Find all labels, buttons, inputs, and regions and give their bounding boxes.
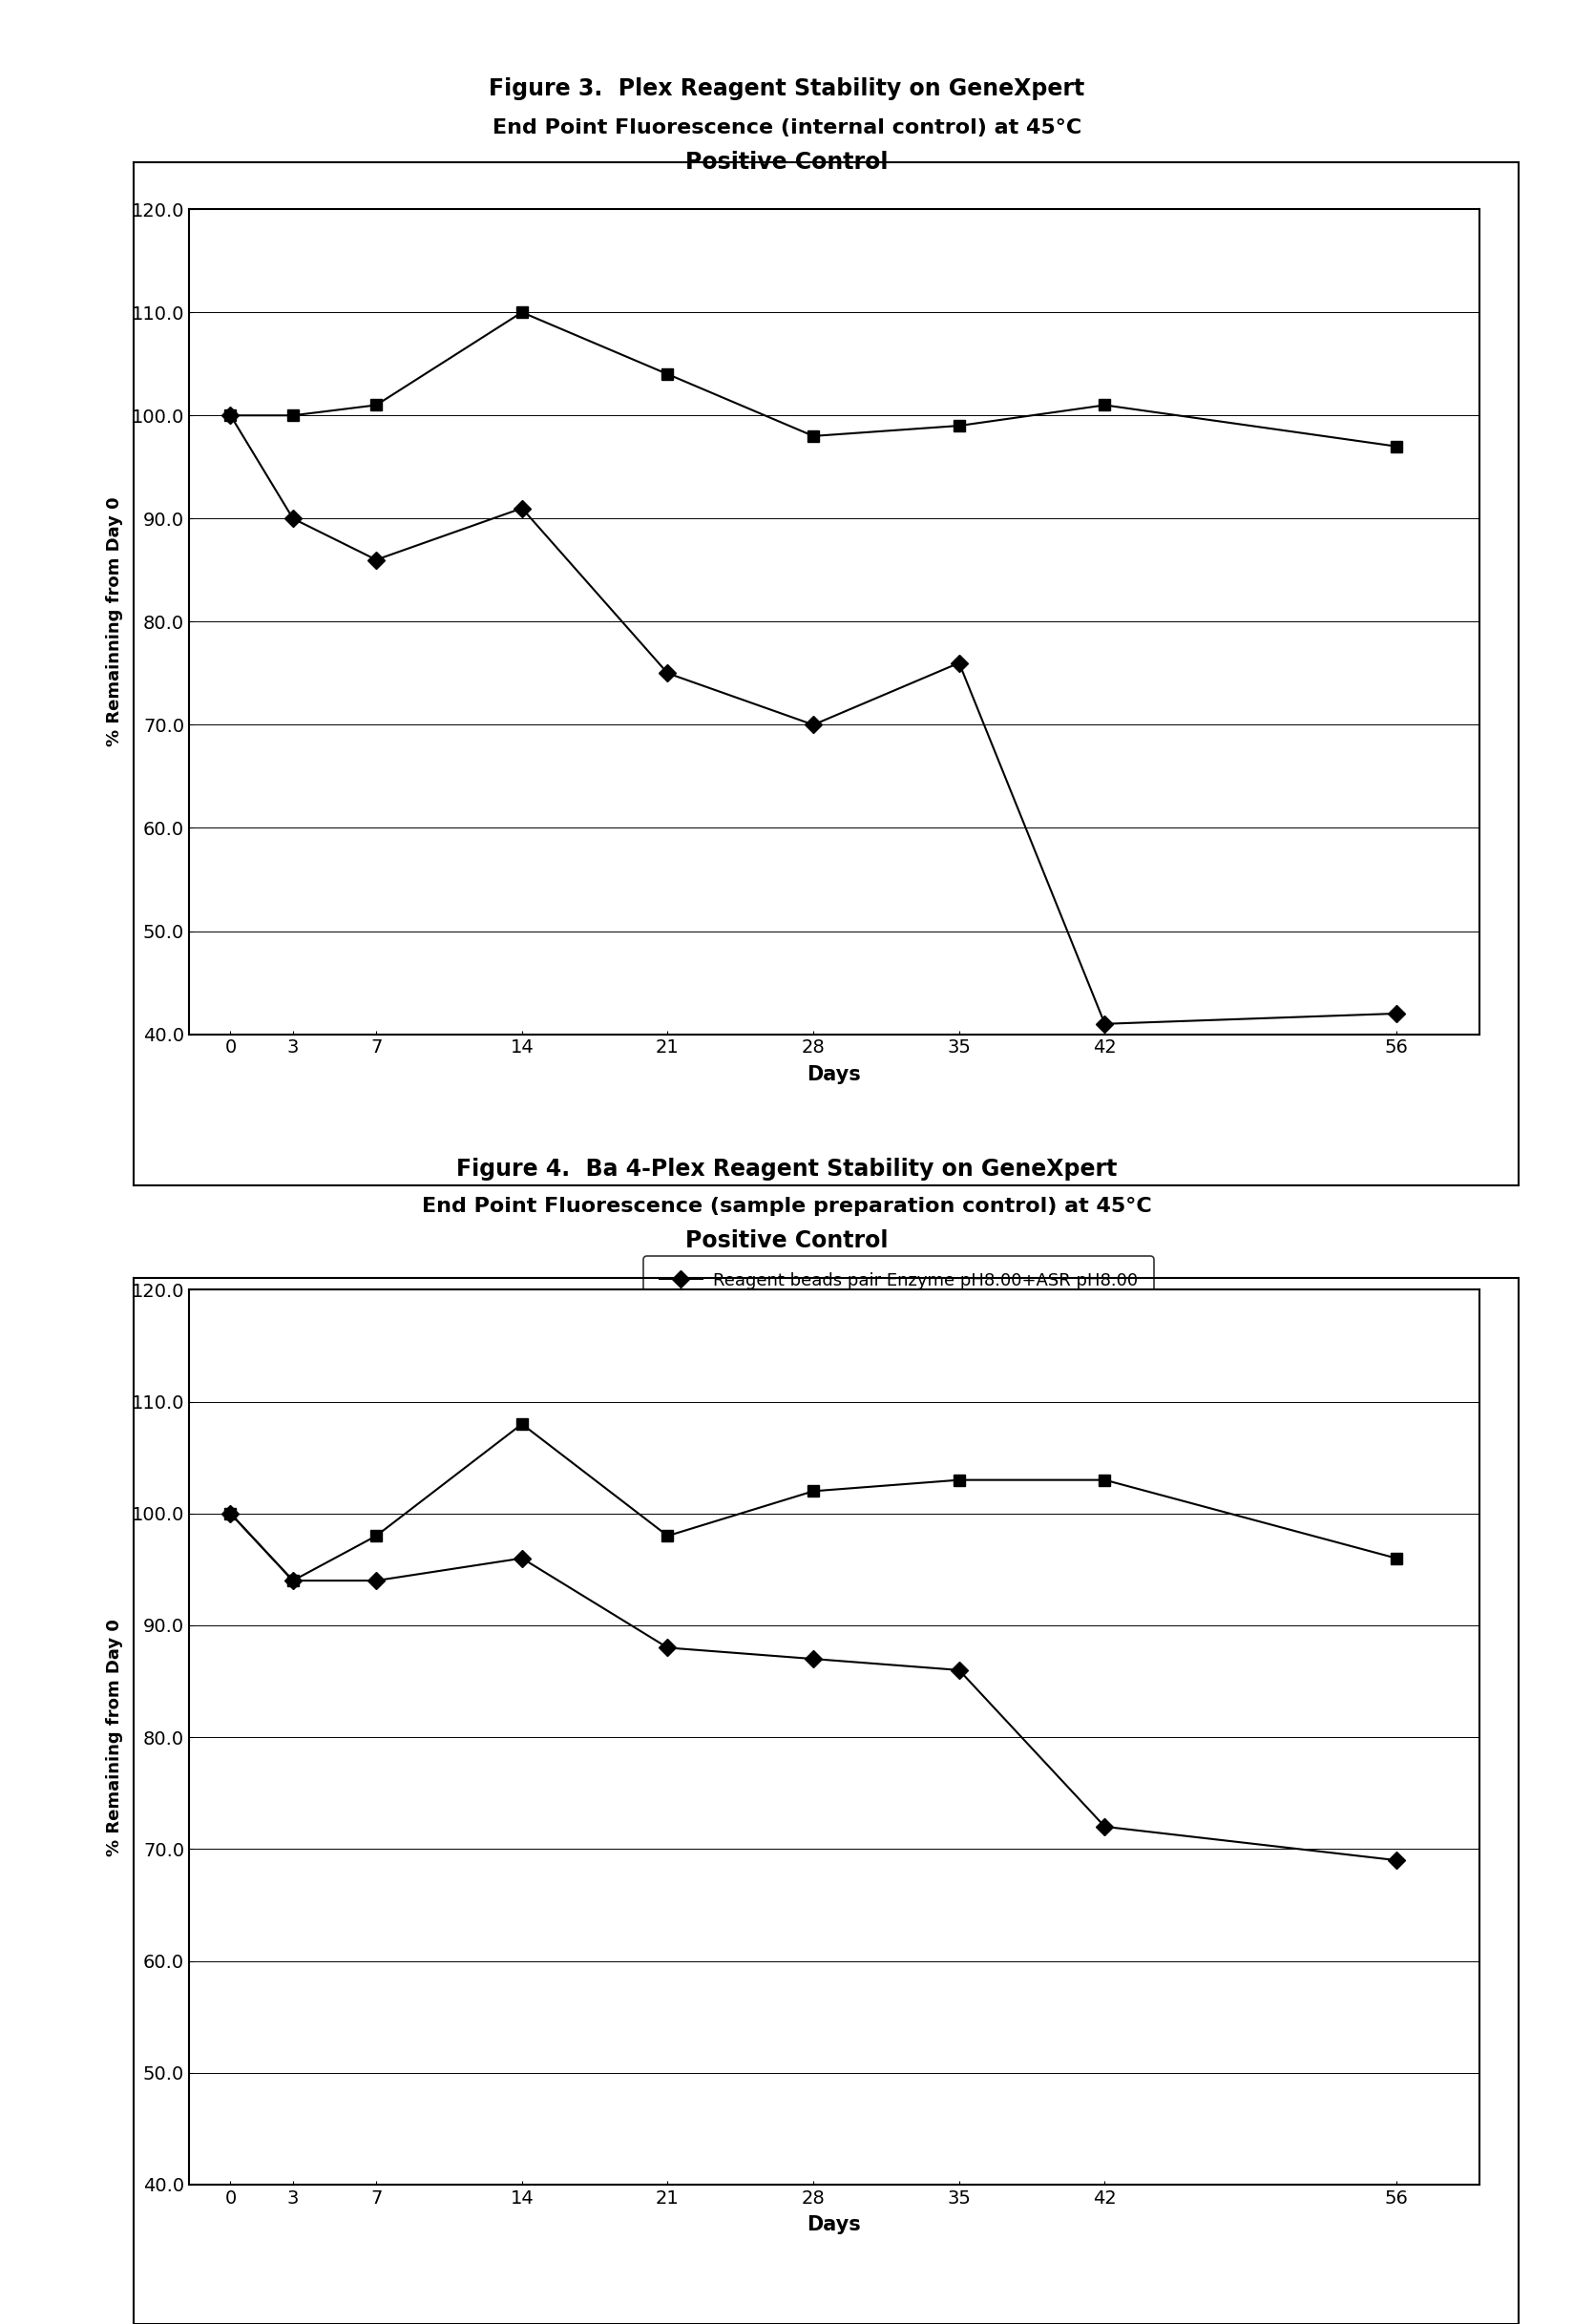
Text: Positive Control: Positive Control — [686, 1229, 887, 1253]
Text: End Point Fluorescence (sample preparation control) at 45°C: End Point Fluorescence (sample preparati… — [422, 1197, 1151, 1215]
X-axis label: Days: Days — [807, 2215, 860, 2233]
Text: Positive Control: Positive Control — [686, 151, 887, 174]
Text: End Point Fluorescence (internal control) at 45°C: End Point Fluorescence (internal control… — [492, 119, 1081, 137]
X-axis label: Days: Days — [807, 1064, 860, 1083]
Y-axis label: % Remaining from Day 0: % Remaining from Day 0 — [105, 1618, 123, 1857]
Text: Figure 3.  Plex Reagent Stability on GeneXpert: Figure 3. Plex Reagent Stability on Gene… — [489, 77, 1084, 100]
Text: Figure 4.  Ba 4-Plex Reagent Stability on GeneXpert: Figure 4. Ba 4-Plex Reagent Stability on… — [456, 1157, 1117, 1181]
Y-axis label: % Remainning from Day 0: % Remainning from Day 0 — [105, 497, 123, 746]
Legend: Reagent beads pair Enzyme pH8.00+ASR pH8.00, Reagent beads pair Enzyme pH7.15+AS: Reagent beads pair Enzyme pH8.00+ASR pH8… — [643, 1257, 1153, 1339]
